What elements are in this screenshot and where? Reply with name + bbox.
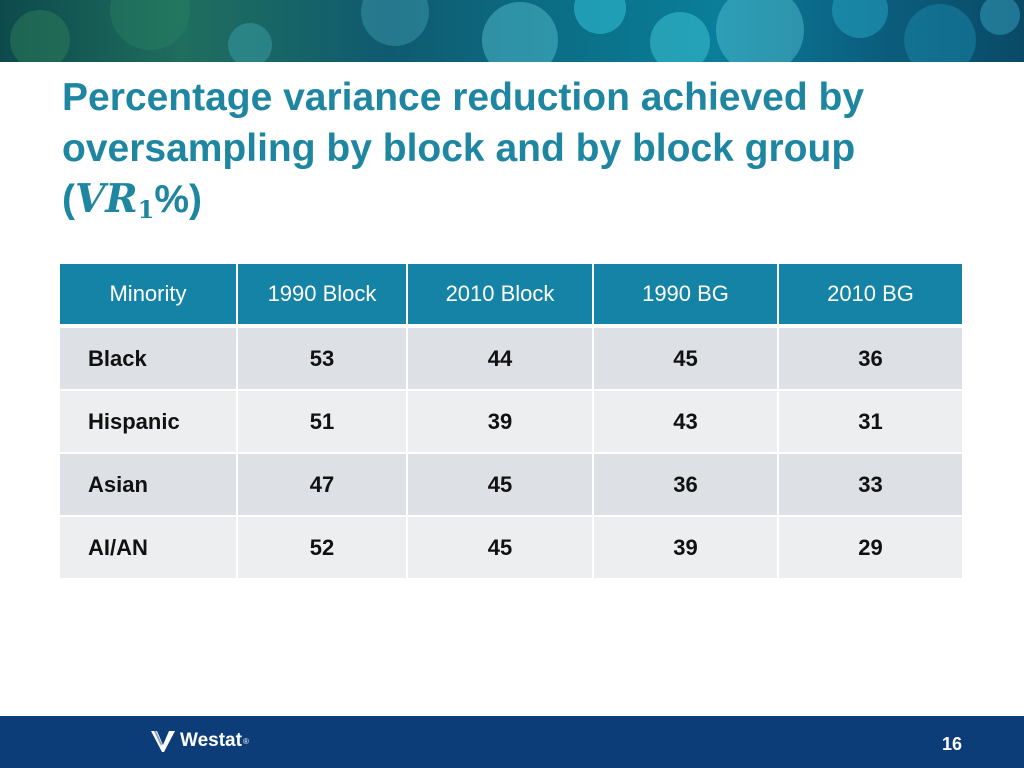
- column-header-2010-block: 2010 Block: [408, 264, 594, 328]
- row-label: Asian: [60, 454, 238, 517]
- table-cell: 51: [238, 391, 408, 454]
- title-math-subscript: 1: [137, 195, 155, 224]
- table-cell: 45: [408, 517, 594, 580]
- table-cell: 39: [408, 391, 594, 454]
- table-cell: 36: [779, 328, 962, 391]
- table-cell: 31: [779, 391, 962, 454]
- row-label: Black: [60, 328, 238, 391]
- row-label: AI/AN: [60, 517, 238, 580]
- table-header-row: Minority 1990 Block 2010 Block 1990 BG 2…: [60, 264, 962, 328]
- table-cell: 44: [408, 328, 594, 391]
- table-cell: 33: [779, 454, 962, 517]
- column-header-1990-bg: 1990 BG: [594, 264, 779, 328]
- table-cell: 36: [594, 454, 779, 517]
- table-cell: 29: [779, 517, 962, 580]
- table-row: Black 53 44 45 36: [60, 328, 962, 391]
- slide-footer: Westat ® 16: [0, 716, 1024, 768]
- slide-title: Percentage variance reduction achieved b…: [62, 72, 982, 225]
- bokeh-background-image: [10, 0, 1020, 62]
- table-cell: 43: [594, 391, 779, 454]
- table-cell: 52: [238, 517, 408, 580]
- table-cell: 47: [238, 454, 408, 517]
- table-cell: 45: [594, 328, 779, 391]
- table-row: Asian 47 45 36 33: [60, 454, 962, 517]
- westat-logo: Westat ®: [150, 729, 249, 753]
- title-text: Percentage variance reduction achieved b…: [62, 76, 865, 170]
- logo-text: Westat: [180, 730, 242, 751]
- table-cell: 53: [238, 328, 408, 391]
- title-suffix: %): [154, 178, 203, 221]
- variance-reduction-table: Minority 1990 Block 2010 Block 1990 BG 2…: [60, 264, 962, 580]
- column-header-2010-bg: 2010 BG: [779, 264, 962, 328]
- westat-check-logo-icon: [151, 731, 175, 752]
- column-header-minority: Minority: [60, 264, 238, 328]
- table-row: Hispanic 51 39 43 31: [60, 391, 962, 454]
- logo-registered-mark: ®: [242, 736, 249, 746]
- table-row: AI/AN 52 45 39 29: [60, 517, 962, 580]
- row-label: Hispanic: [60, 391, 238, 454]
- column-header-1990-block: 1990 Block: [238, 264, 408, 328]
- table-cell: 39: [594, 517, 779, 580]
- decorative-banner: [0, 0, 1024, 62]
- title-paren-open: (: [62, 178, 75, 221]
- table-cell: 45: [408, 454, 594, 517]
- title-math-symbol: VR: [75, 176, 138, 222]
- page-number: 16: [941, 734, 962, 754]
- title-math: VR1: [75, 176, 154, 222]
